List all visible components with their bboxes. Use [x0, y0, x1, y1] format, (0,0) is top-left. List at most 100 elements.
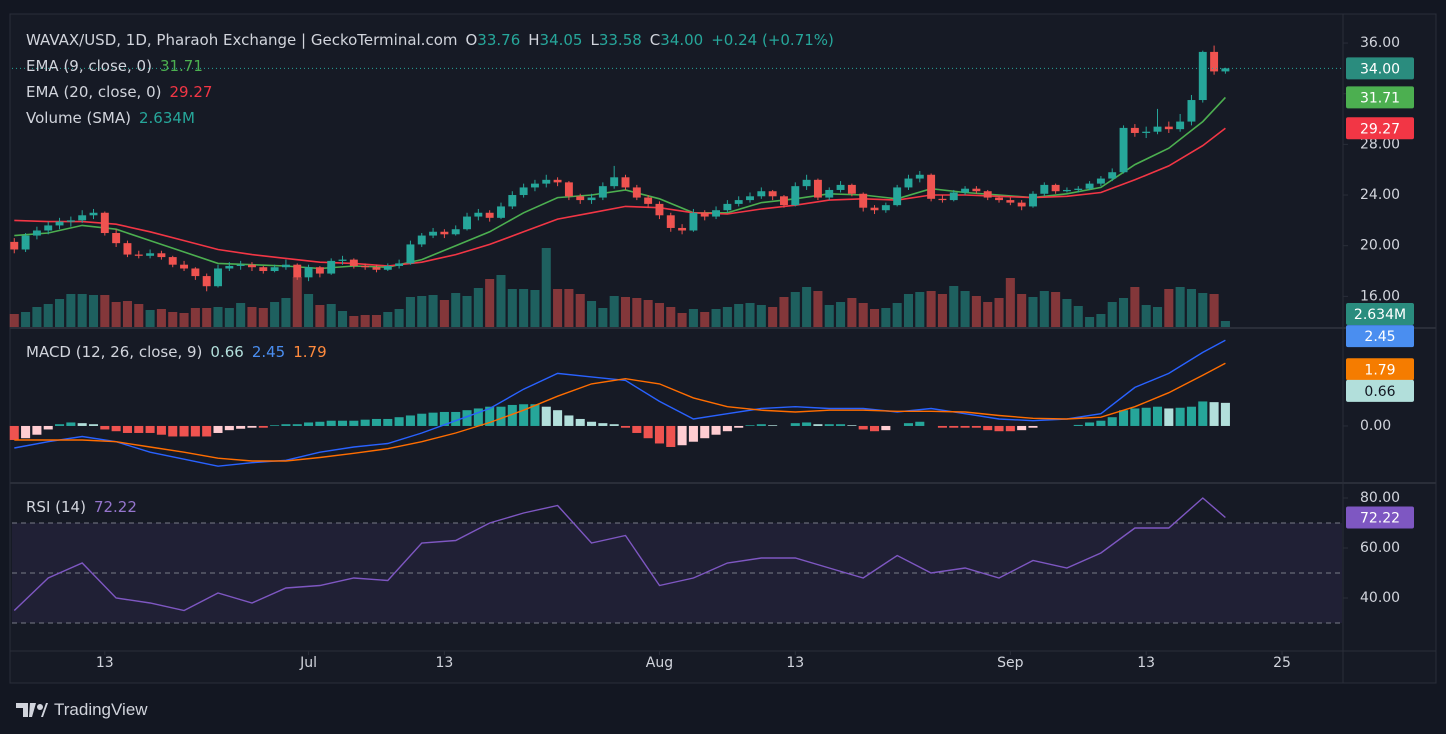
- volume-bar: [224, 308, 234, 327]
- volume-bar: [802, 287, 812, 327]
- price-label: 31.71: [1360, 90, 1400, 106]
- volume-bar: [507, 289, 517, 327]
- branding: TradingView: [14, 700, 148, 720]
- macd-histogram-bar: [915, 421, 925, 426]
- macd-histogram-bar: [66, 422, 76, 426]
- volume-bar: [519, 289, 529, 327]
- candle-body: [123, 243, 132, 255]
- macd-histogram-bar: [485, 406, 495, 426]
- candle-body: [1210, 51, 1219, 72]
- macd-histogram-bar: [1152, 406, 1163, 426]
- volume-bar: [688, 309, 698, 327]
- volume-bar: [1130, 287, 1140, 327]
- macd-histogram-bar: [881, 425, 891, 431]
- volume-bar: [383, 312, 393, 327]
- volume-bar: [1017, 294, 1027, 327]
- volume-bar: [304, 294, 314, 327]
- candle-body: [146, 253, 155, 256]
- ema20-legend: EMA (20, close, 0) 29.27: [26, 83, 212, 101]
- candle-body: [1017, 202, 1026, 207]
- price-label-box: [1346, 57, 1414, 80]
- candle-body: [429, 231, 438, 236]
- macd-histogram-bar: [620, 425, 631, 428]
- candle-body: [451, 229, 460, 235]
- candle-body: [168, 257, 177, 265]
- volume-bar: [190, 308, 200, 327]
- macd-histogram-bar: [960, 425, 970, 428]
- ohlc-name: L: [590, 31, 599, 49]
- volume-bar: [9, 314, 19, 327]
- candle-body: [1029, 193, 1037, 207]
- macd-histogram-bar: [609, 424, 619, 426]
- candle-body: [1198, 51, 1207, 101]
- macd-histogram-bar: [122, 425, 132, 433]
- candle-body: [587, 197, 596, 201]
- ohlc: O33.76: [465, 31, 520, 49]
- change: +0.24 (+0.71%): [711, 31, 834, 49]
- candle-body: [89, 212, 98, 216]
- volume-bar: [1107, 302, 1117, 327]
- price-label-box: [1346, 358, 1414, 381]
- volume-bar: [122, 301, 132, 327]
- volume-bar: [903, 294, 914, 327]
- candle-body: [1142, 131, 1151, 133]
- candle-body: [1051, 184, 1060, 192]
- ohlc-name: C: [649, 31, 661, 49]
- y-tick-label: 40.00: [1360, 590, 1400, 606]
- y-tick-label: 60.00: [1360, 540, 1400, 556]
- logo-icon: [16, 703, 48, 717]
- macd-line: [14, 362, 1226, 462]
- macd-histogram-bar: [451, 411, 461, 426]
- price-label-box: [1346, 86, 1414, 109]
- candle-body: [1108, 172, 1117, 179]
- volume-bar: [292, 277, 302, 327]
- macd-histogram-bar: [32, 425, 42, 435]
- volume-bar: [1005, 278, 1015, 327]
- volume-bar: [847, 298, 857, 327]
- candle-body: [1006, 200, 1015, 203]
- volume-bar: [428, 295, 438, 327]
- candle-body: [632, 187, 641, 198]
- volume-bar: [134, 304, 144, 327]
- volume-legend: Volume (SMA) 2.634M: [26, 109, 195, 127]
- volume-bar: [145, 310, 155, 327]
- macd-histogram-bar: [292, 424, 302, 426]
- candle-body: [655, 203, 664, 216]
- macd-histogram-bar: [858, 425, 868, 430]
- macd-histogram-bar: [168, 425, 178, 437]
- price-label: 2.634M: [1354, 307, 1406, 323]
- macd-histogram-bar: [598, 423, 608, 426]
- macd-histogram-bar: [994, 425, 1004, 432]
- indicator-name: RSI (14): [26, 498, 86, 516]
- candle-body: [55, 221, 64, 226]
- volume-bar: [202, 308, 212, 327]
- ohlc-name: O: [465, 31, 478, 49]
- volume-bar: [43, 304, 53, 327]
- volume-bar: [349, 316, 359, 327]
- candle-body: [621, 177, 630, 188]
- macd-histogram-bar: [734, 425, 744, 428]
- rsi-legend: RSI (14) 72.22: [26, 498, 137, 516]
- indicator-value: 1.79: [293, 343, 327, 361]
- candle-body: [134, 254, 143, 256]
- volume-bar: [315, 305, 325, 327]
- candle-body: [315, 267, 324, 274]
- macd-histogram-bar: [632, 425, 642, 433]
- macd-histogram-bar: [1141, 407, 1151, 426]
- candle-body: [1164, 126, 1173, 130]
- volume-bar: [971, 296, 981, 327]
- volume-bar: [1220, 321, 1230, 327]
- macd-histogram-bar: [553, 410, 563, 426]
- ema9-legend: EMA (9, close, 0) 31.71: [26, 57, 203, 75]
- price-label-box: [1346, 379, 1414, 402]
- x-tick-label: 13: [1137, 655, 1155, 671]
- volume-bar: [643, 300, 653, 327]
- macd-histogram-bar: [1107, 417, 1117, 426]
- volume-bar: [1051, 292, 1061, 327]
- macd-histogram-bar: [462, 410, 472, 426]
- volume-bar: [654, 303, 664, 327]
- candle-body: [836, 184, 845, 190]
- price-label: 2.45: [1364, 329, 1395, 345]
- macd-histogram-bar: [202, 425, 212, 437]
